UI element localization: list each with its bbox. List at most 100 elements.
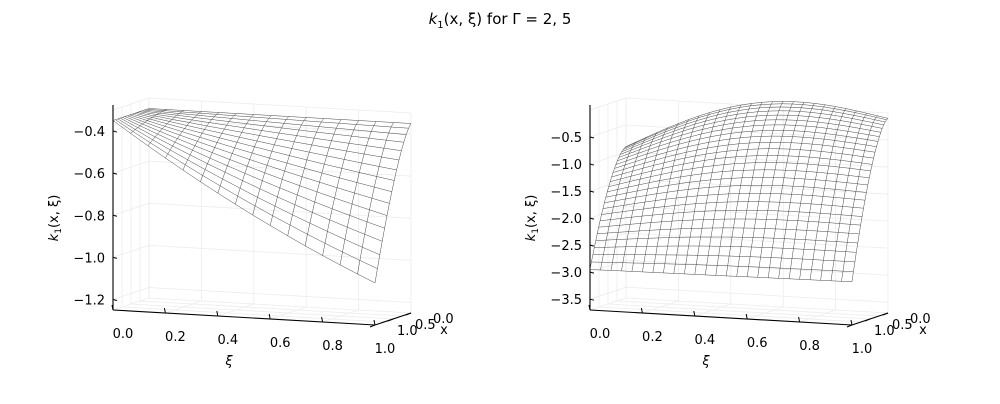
z-tick [589, 298, 595, 301]
mesh-line-xi [778, 103, 815, 279]
tick-marks [588, 136, 889, 328]
mesh-line-xi [339, 121, 377, 265]
mesh-line-x [611, 148, 874, 178]
mesh-line-x [615, 130, 878, 165]
mesh-line-x [112, 120, 376, 284]
mesh-line-x [132, 113, 395, 181]
mesh-line-xi [788, 104, 826, 279]
x-tick-label: 0.5 [415, 318, 436, 333]
back-wall-grid-line [625, 178, 889, 195]
floor-grid-line [130, 303, 394, 320]
mesh-line-x [597, 227, 860, 235]
mesh-line-x [624, 103, 887, 149]
xi-tick-label: 0.8 [799, 339, 820, 354]
z-tick [589, 163, 595, 166]
x-tick-label: 1.0 [397, 324, 418, 339]
x-tick-label: 0.5 [892, 318, 913, 333]
mesh-line-x [122, 117, 385, 229]
mesh-line-xi [673, 112, 710, 274]
mesh-line-x [623, 106, 886, 150]
subplot-gamma-2: −0.4−0.6−0.8−1.0−1.20.0 0.2 0.4 0.6 0.8 1.00.… [47, 97, 454, 369]
mesh-line-x [139, 111, 402, 151]
pane-edge [148, 97, 412, 114]
mesh-line-x [607, 169, 870, 193]
mesh-line-xi [287, 118, 324, 236]
xi-tick [111, 304, 114, 311]
z-tick-label: −0.6 [73, 167, 105, 182]
grid-lines [589, 97, 889, 326]
mesh-line-xi [147, 110, 185, 146]
z-tick-label: −1.0 [550, 158, 582, 173]
mesh-line-x [614, 135, 877, 169]
z-tick [589, 244, 595, 247]
xi-tick [163, 307, 166, 314]
floor-grid-line [598, 306, 862, 323]
mesh-line-xi [589, 146, 627, 270]
xi-tick-label: 0.6 [747, 336, 768, 351]
surface-mesh [112, 108, 412, 284]
z-tick-label: −2.5 [550, 239, 582, 254]
figure-title: k1(x, ξ) for Γ = 2, 5 [429, 10, 572, 31]
mesh-line-x [605, 177, 868, 198]
mesh-line-xi [757, 101, 794, 278]
back-wall-grid-line [625, 259, 889, 276]
mesh-line-x [620, 114, 883, 155]
mesh-line-xi [820, 110, 857, 281]
x-tick [864, 318, 871, 322]
floor-grid-line [121, 306, 385, 323]
z-tick-label: −0.5 [550, 131, 582, 146]
pane-edge [589, 97, 627, 111]
mesh-line-x [625, 101, 889, 147]
z-axis-label: k1(x, ξ) [524, 195, 541, 242]
z-tick [589, 136, 595, 139]
mesh-line-x [595, 236, 858, 244]
mesh-line-xi [767, 102, 805, 278]
x-tick-label: 0.0 [433, 312, 454, 327]
xi-axis-label: ξ [701, 354, 710, 369]
z-tick [589, 217, 595, 220]
mesh-line-x [129, 114, 392, 192]
mesh-line-xi [600, 141, 637, 271]
x-tick [405, 312, 412, 316]
xi-tick-label: 0.6 [270, 336, 291, 351]
z-tick [112, 256, 118, 259]
z-tick [589, 190, 595, 193]
mesh-line-xi [663, 115, 700, 273]
xi-tick-label: 0.4 [694, 333, 715, 348]
xi-tick-label: 0.8 [322, 339, 343, 354]
xi-tick [268, 313, 271, 320]
xi-tick-label: 0.2 [642, 330, 663, 345]
mesh-line-x [592, 254, 855, 263]
x-tick [369, 324, 376, 328]
mesh-line-x [591, 261, 854, 272]
pane-edge [112, 97, 150, 111]
back-wall-grid-line [625, 232, 889, 249]
mesh-line-xi [841, 115, 878, 282]
z-tick-label: −1.2 [73, 293, 105, 308]
tick-labels: −0.4−0.6−0.8−1.0−1.20.0 0.2 0.4 0.6 0.8 1.00.… [73, 125, 453, 357]
mesh-line-x [621, 110, 884, 153]
mesh-line-x [617, 124, 880, 162]
xi-tick-label: 0.4 [217, 333, 238, 348]
z-tick-label: −1.0 [73, 251, 105, 266]
z-tick-label: −3.0 [550, 266, 582, 281]
z-tick-label: −2.0 [550, 212, 582, 227]
back-wall-grid-line [148, 287, 412, 303]
mesh-line-xi [304, 119, 342, 246]
mesh-line-xi [130, 109, 167, 134]
mesh-line-x [117, 118, 380, 256]
z-tick-label: −0.4 [73, 125, 105, 140]
xi-tick [693, 310, 696, 317]
mesh-line-x [601, 201, 864, 215]
mesh-line-x [610, 155, 873, 182]
xi-tick-label: 1.0 [375, 342, 396, 357]
tick-marks [111, 130, 412, 328]
mesh-line-x [136, 112, 400, 161]
mesh-line-xi [642, 123, 679, 272]
mesh-line-xi [725, 102, 763, 276]
mesh-line-x [594, 245, 857, 253]
z-tick [589, 271, 595, 274]
back-wall-grid-line [148, 244, 412, 261]
mesh-line-xi [165, 111, 202, 159]
